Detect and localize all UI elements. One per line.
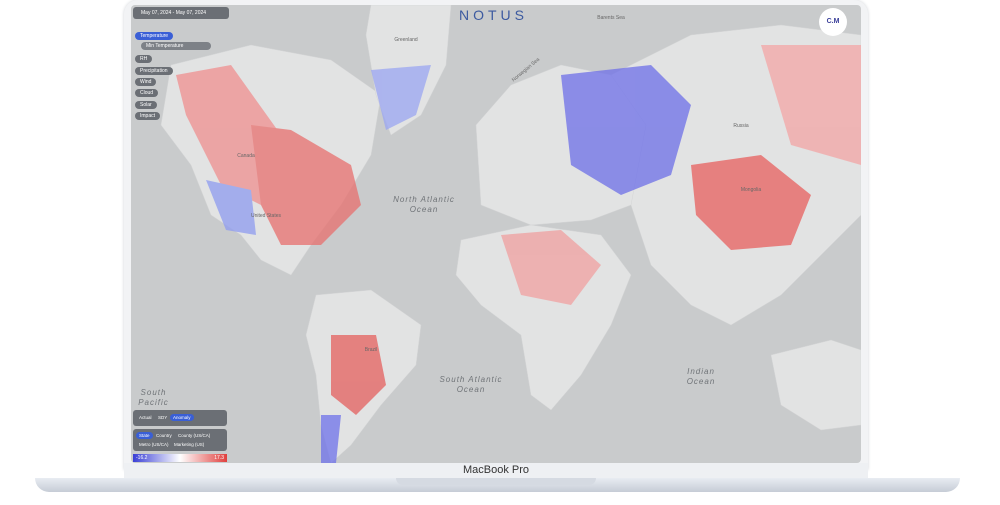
anomaly-africa — [501, 230, 601, 305]
view-mode[interactable]: Anomaly — [170, 414, 194, 421]
anomaly-us-west — [206, 180, 256, 235]
menu-item[interactable]: Temperature — [135, 32, 174, 40]
logo: NOTUS — [459, 7, 528, 23]
region-panel: State Country County (US/CA) Metro (US/C… — [133, 429, 227, 451]
ocean-label: South Atlantic Ocean — [439, 375, 503, 394]
ocean-label: Indian Ocean — [686, 367, 716, 386]
land-label: Greenland — [394, 37, 418, 43]
menu-item[interactable]: RH — [135, 55, 153, 63]
view-mode-panel: Actual SDY Anomaly — [133, 410, 227, 426]
legend-min: -16.2 — [136, 455, 148, 461]
land-australia — [770, 339, 861, 431]
anomaly-greenland — [371, 65, 431, 130]
land-label: Mongolia — [740, 187, 762, 193]
region-option[interactable]: State — [136, 432, 153, 439]
legend-max: 17.3 — [214, 455, 224, 461]
anomaly-patagonia — [321, 415, 341, 463]
map-screen[interactable]: North Atlantic Ocean South Atlantic Ocea… — [131, 5, 861, 463]
region-option[interactable]: Marketing (US) — [174, 442, 205, 447]
ocean-label: North Atlantic Ocean — [393, 195, 455, 214]
sea-label: Barents Sea — [597, 15, 625, 21]
menu-item[interactable]: Cloud — [135, 89, 159, 97]
laptop-base — [35, 478, 960, 492]
laptop-notch — [396, 478, 596, 485]
anomaly-china — [691, 155, 811, 250]
color-legend: -16.2 17.3 — [133, 454, 227, 462]
region-option[interactable]: Country — [156, 433, 172, 438]
map[interactable] — [131, 5, 861, 463]
device-label: MacBook Pro — [462, 464, 530, 476]
anomaly-siberia — [761, 45, 861, 165]
laptop-hinge — [124, 463, 868, 479]
anomaly-south-america — [331, 335, 386, 415]
view-mode[interactable]: SDY — [158, 415, 168, 420]
anomaly-russia-west — [561, 65, 691, 195]
menu-subitem[interactable]: Min Temperature — [141, 42, 211, 50]
view-mode[interactable]: Actual — [139, 415, 152, 420]
land-label: Canada — [237, 153, 255, 159]
menu-item[interactable]: Solar — [135, 101, 157, 109]
region-option[interactable]: County (US/CA) — [178, 433, 211, 438]
date-range[interactable]: May 07, 2024 - May 07, 2024 — [133, 7, 229, 19]
ocean-label: South Pacific — [138, 388, 169, 407]
menu-item[interactable]: Precipitation — [135, 67, 173, 75]
menu-item[interactable]: Impact — [135, 112, 161, 120]
land-label: United States — [250, 213, 282, 219]
land-label: Russia — [733, 123, 749, 129]
avatar[interactable]: C.M — [819, 8, 847, 36]
menu-item[interactable]: Wind — [135, 78, 157, 86]
land-label: Brazil — [364, 347, 378, 353]
region-option[interactable]: Metro (US/CA) — [139, 442, 169, 447]
anomaly-canada — [176, 65, 281, 205]
anomaly-us-east — [251, 125, 361, 245]
